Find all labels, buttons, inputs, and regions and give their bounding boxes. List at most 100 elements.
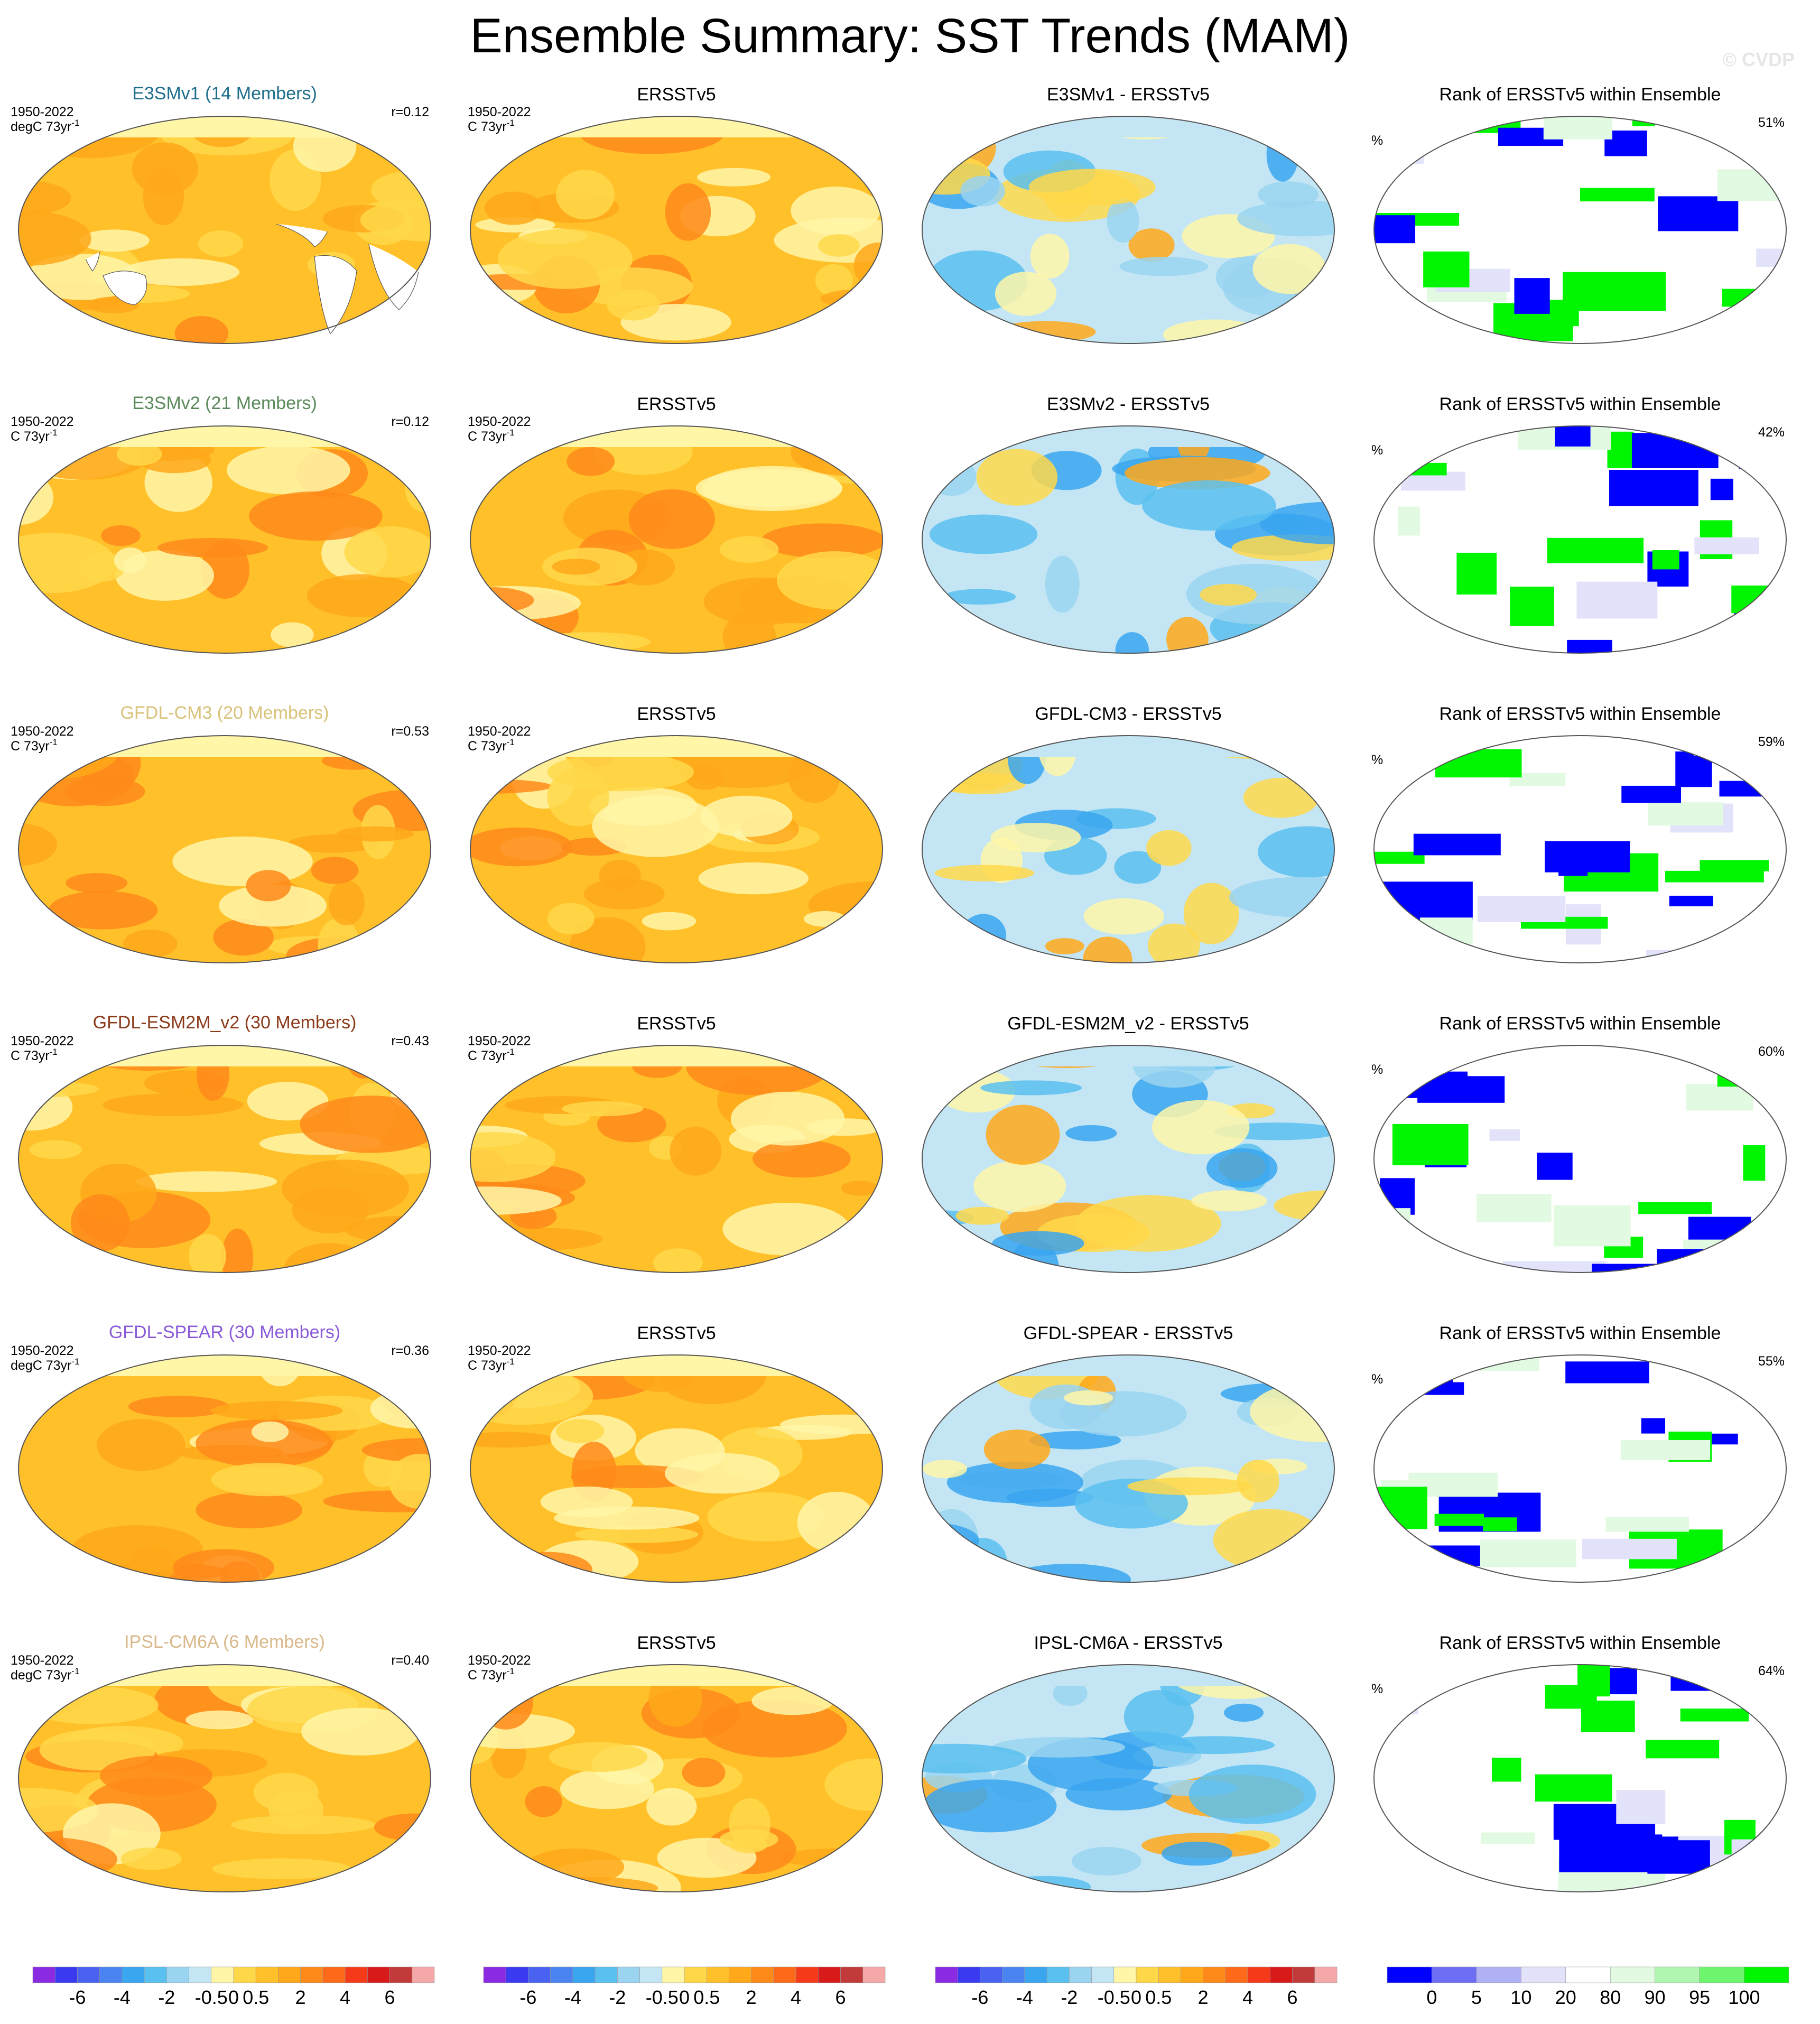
rank-percent: 55%: [1758, 1354, 1785, 1369]
rank-map: Rank of ERSSTv5 within Ensemble 64%%: [1371, 1633, 1787, 1892]
colorbar-tick-label: 2: [746, 1986, 757, 2008]
colorbar-swatch: [595, 1966, 618, 1983]
colorbar-swatch: [1565, 1966, 1611, 1983]
colorbar-swatch: [662, 1966, 685, 1983]
colorbar-swatch: [773, 1966, 796, 1983]
rank-units: %: [1371, 133, 1383, 148]
colorbar-swatch: [278, 1966, 301, 1983]
rank-colorbar: 0 5 10 20 80 90 95 100: [1387, 1966, 1789, 2008]
colorbar-swatch: [322, 1966, 346, 1983]
diff-title: IPSL-CM6A - ERSSTv5: [1034, 1633, 1222, 1653]
model-title: GFDL-SPEAR (30 Members): [109, 1322, 340, 1342]
colorbar-tick-label: 0.5: [693, 1986, 720, 2008]
colorbar-swatch: [1113, 1966, 1137, 1983]
colorbar-swatch: [684, 1966, 707, 1983]
colorbar-swatch: [189, 1966, 212, 1983]
colorbar-swatch: [550, 1966, 573, 1983]
diff-title: GFDL-SPEAR - ERSSTv5: [1024, 1323, 1233, 1343]
colorbar-tick-label: -0.5: [1098, 1986, 1130, 2008]
colorbar-swatch: [1158, 1966, 1181, 1983]
pattern-correlation: r=0.40: [391, 1653, 429, 1668]
model-title: GFDL-CM3 (20 Members): [120, 703, 329, 723]
colorbar-tick-label: 10: [1510, 1986, 1531, 2008]
colorbar-tick-label: -0.5: [195, 1986, 228, 2008]
colorbar-tick-label: -2: [609, 1986, 626, 2008]
colorbar-swatch: [1002, 1966, 1025, 1983]
colorbar-swatch: [412, 1966, 435, 1983]
period-label: 1950-2022: [468, 1343, 531, 1358]
copyright-label: © CVDP: [1722, 49, 1795, 70]
rank-map: Rank of ERSSTv5 within Ensemble 60%%: [1371, 1014, 1787, 1273]
colorbar-tick-label: 0: [1426, 1986, 1437, 2008]
colorbar-swatch: [77, 1966, 100, 1983]
colorbar-swatch: [122, 1966, 145, 1983]
rank-map: Rank of ERSSTv5 within Ensemble 55%%: [1371, 1323, 1787, 1583]
colorbar-swatch: [1655, 1966, 1700, 1983]
obs-title: ERSSTv5: [637, 704, 716, 724]
colorbar-swatch: [1046, 1966, 1070, 1983]
diff-title: E3SMv2 - ERSSTv5: [1047, 394, 1210, 414]
diff-map: E3SMv1 - ERSSTv5: [922, 85, 1335, 344]
colorbar-tick-label: 0: [228, 1986, 239, 2008]
colorbar-swatch: [1203, 1966, 1226, 1983]
colorbar-swatch: [255, 1966, 278, 1983]
colorbar-swatch: [300, 1966, 323, 1983]
units-label: degC 73yr-1: [11, 118, 79, 134]
rank-title: Rank of ERSSTv5 within Ensemble: [1440, 704, 1721, 724]
colorbar-swatch: [1247, 1966, 1270, 1983]
diff-map: GFDL-ESM2M_v2 - ERSSTv5: [922, 1014, 1335, 1273]
diff-title: GFDL-CM3 - ERSSTv5: [1035, 704, 1221, 724]
colorbar-tick-label: 0: [679, 1986, 690, 2008]
colorbar-swatch: [505, 1966, 528, 1983]
colorbar-swatch: [935, 1966, 958, 1983]
colorbar-swatch: [1136, 1966, 1159, 1983]
colorbar-swatch: [1476, 1966, 1521, 1983]
colorbar-swatch: [233, 1966, 256, 1983]
colorbar-swatch: [528, 1966, 551, 1983]
colorbar-tick-label: -2: [1061, 1986, 1078, 2008]
colorbar-tick-label: 6: [1287, 1986, 1298, 2008]
rank-percent: 42%: [1758, 425, 1785, 440]
colorbar-tick-label: 0.5: [1145, 1986, 1172, 2008]
rank-title: Rank of ERSSTv5 within Ensemble: [1440, 1014, 1721, 1034]
units-label: C 73yr-1: [11, 428, 58, 444]
units-label: C 73yr-1: [468, 428, 515, 444]
colorbar-swatch: [1521, 1966, 1566, 1983]
colorbar-swatch: [1387, 1966, 1432, 1983]
colorbar-swatch: [729, 1966, 751, 1983]
units-label: C 73yr-1: [468, 1357, 515, 1373]
colorbar-tick-label: 2: [1198, 1986, 1209, 2008]
colorbar-swatch: [166, 1966, 189, 1983]
colorbar-tick-label: 2: [295, 1986, 306, 2008]
diff-map: E3SMv2 - ERSSTv5: [922, 394, 1335, 654]
colorbar-swatch: [1091, 1966, 1115, 1983]
colorbar-tick-label: -6: [971, 1986, 988, 2008]
colorbar-swatch: [795, 1966, 819, 1983]
colorbar-tick-label: 80: [1600, 1986, 1621, 2008]
colorbar-swatch: [1270, 1966, 1293, 1983]
period-label: 1950-2022: [11, 1034, 74, 1048]
colorbar-swatch: [1699, 1966, 1744, 1983]
colorbar-tick-label: -2: [158, 1986, 175, 2008]
colorbar-swatch: [144, 1966, 167, 1983]
period-label: 1950-2022: [11, 414, 74, 429]
period-label: 1950-2022: [11, 1653, 74, 1668]
colorbar-swatch: [1225, 1966, 1248, 1983]
rank-units: %: [1371, 1682, 1383, 1696]
rank-title: Rank of ERSSTv5 within Ensemble: [1440, 85, 1721, 105]
colorbar-tick-label: 6: [385, 1986, 395, 2008]
rank-title: Rank of ERSSTv5 within Ensemble: [1440, 394, 1721, 414]
units-label: C 73yr-1: [11, 737, 58, 754]
diff-map: GFDL-CM3 - ERSSTv5: [922, 704, 1335, 963]
